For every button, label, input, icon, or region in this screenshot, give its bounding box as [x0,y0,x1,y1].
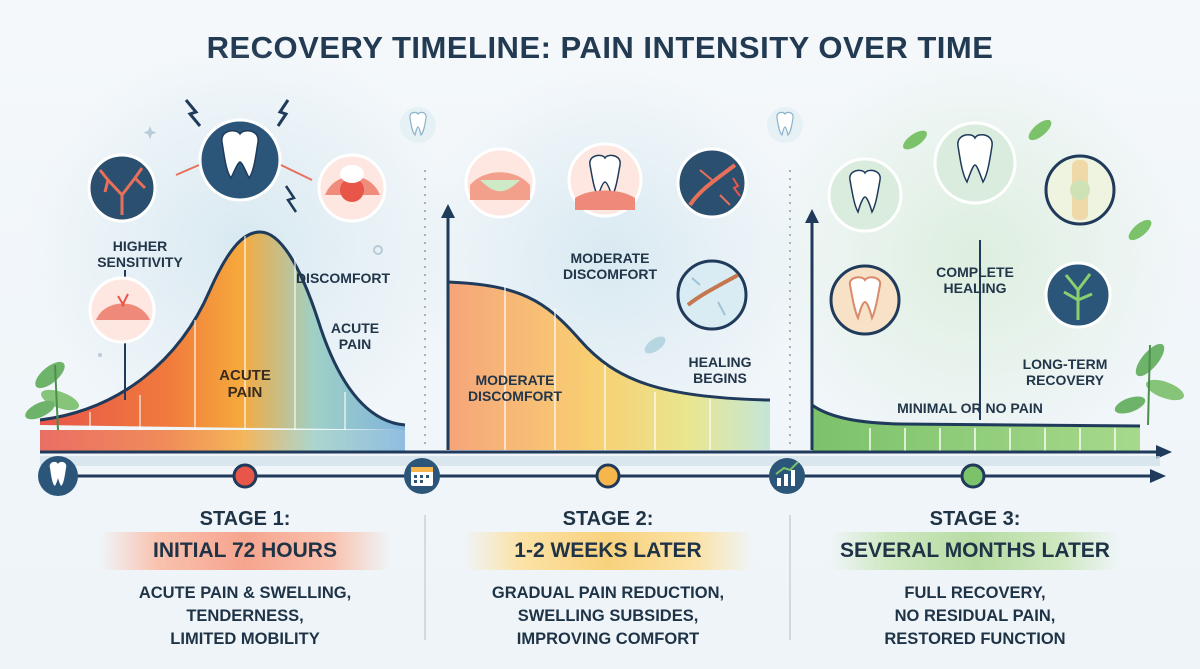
stage1-curve-line [39,230,406,427]
stage2-description-line3: IMPROVING COMFORT [516,630,700,649]
tooth-icon-small-3 [767,107,803,143]
label-acute-pain-side: ACUTE PAIN [330,320,380,353]
label-discomfort: DISCOMFORT [295,270,391,286]
plant-left [25,361,79,431]
stage3-description-line2: NO RESIDUAL PAIN, [894,607,1056,626]
stage1-period: INITIAL 72 HOURS [100,532,390,570]
timeline-marker-stage2 [595,463,621,489]
healing-gum-illustration [464,147,536,219]
label-long-term-recovery: LONG-TERM RECOVERY [1022,356,1108,389]
healthy-tooth-illustration-1 [827,157,903,233]
label-moderate-discomfort-curve: MODERATE DISCOMFORT [467,372,563,405]
stage3-heading: STAGE 3: [929,508,1021,530]
nerve-repair-illustration [676,147,748,219]
stage3-halo [765,55,1185,455]
swollen-gum-illustration [317,153,387,223]
timeline-marker-stage1 [232,463,258,489]
stage3-period: SEVERAL MONTHS LATER [830,532,1120,570]
calendar-icon [404,458,440,494]
tree-roots-illustration [1044,261,1112,329]
label-moderate-discomfort-top: MODERATE DISCOMFORT [562,250,658,283]
healthy-tooth-illustration-2 [933,121,1017,205]
stage3-description: FULL RECOVERY, NO RESIDUAL PAIN, RESTORE… [805,582,1145,651]
stage1-description-line2: TENDERNESS, [186,607,304,626]
tooth-root-illustration [829,264,901,336]
stage2-description: GRADUAL PAIN REDUCTION, SWELLING SUBSIDE… [438,582,778,651]
stage2-description-line2: SWELLING SUBSIDES, [517,607,699,626]
stage2-heading: STAGE 2: [562,508,654,530]
tooth-icon [38,456,78,496]
plant-right [1114,343,1184,426]
nerve-illustration [87,153,157,223]
label-healing-begins: HEALING BEGINS [688,354,752,387]
label-complete-healing: COMPLETE HEALING [936,264,1014,297]
label-acute-pain-center: ACUTE PAIN [219,367,271,402]
stage3-description-line1: FULL RECOVERY, [904,584,1046,602]
stage2-description-line1: GRADUAL PAIN REDUCTION, [491,584,725,602]
stage1-pain-curve [40,232,405,430]
sensitive-gum-illustration [88,276,156,344]
stage3-description-line3: RESTORED FUNCTION [884,630,1066,649]
label-higher-sensitivity: HIGHER SENSITIVITY [97,238,183,271]
stage2-period: 1-2 WEEKS LATER [463,532,753,570]
stage1-description-line1: ACUTE PAIN & SWELLING, [138,584,352,602]
stage2-curve-line [447,280,771,402]
bone-healing-illustration [1044,154,1116,226]
label-minimal-pain: MINIMAL OR NO PAIN [897,400,1043,416]
stage1-description-line3: LIMITED MOBILITY [170,630,320,649]
chart-icon [769,458,805,494]
stage1-description: ACUTE PAIN & SWELLING, TENDERNESS, LIMIT… [75,582,415,651]
tooth-pain-illustration [175,99,313,213]
tooth-recovery-illustration [567,142,643,218]
page-title: RECOVERY TIMELINE: PAIN INTENSITY OVER T… [206,30,994,65]
stage1-heading: STAGE 1: [199,508,291,530]
nerve-healing-illustration [676,259,748,331]
timeline-marker-stage3 [960,463,986,489]
stage3-curve-line [811,403,1141,428]
tooth-icon-small-2 [400,107,436,143]
